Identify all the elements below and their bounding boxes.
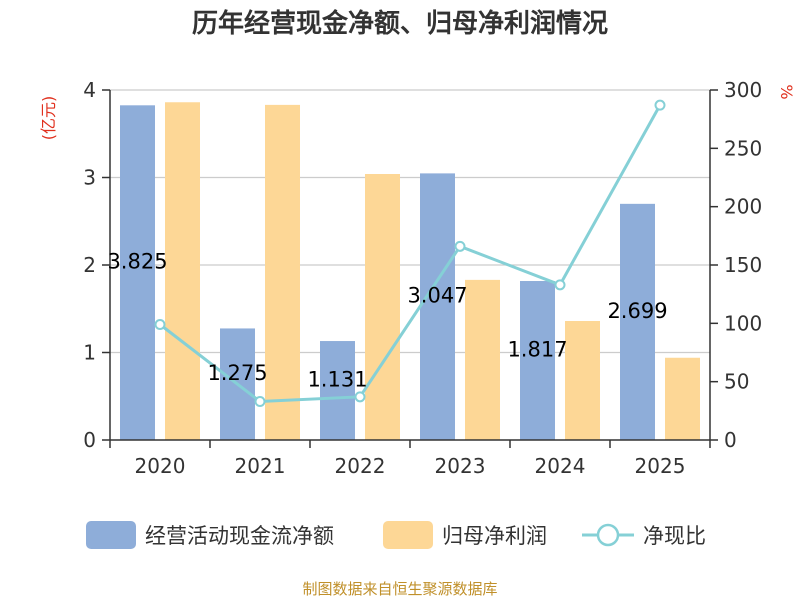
right-tick-label: 250 (724, 136, 762, 160)
bar-cashflow-2023[interactable] (420, 173, 455, 440)
ratio-point-2021[interactable] (254, 396, 266, 407)
legend-item-net-profit[interactable]: 归母净利润 (383, 521, 547, 549)
left-tick-label: 1 (83, 341, 96, 365)
ratio-point-2024[interactable] (554, 279, 566, 291)
legend: 经营活动现金流净额 归母净利润 净现比 (86, 521, 706, 549)
x-tick-label: 2020 (135, 454, 186, 478)
bar-net-profit-2025[interactable] (665, 357, 700, 440)
right-tick-label: 100 (724, 311, 762, 335)
left-axis-unit: (亿元) (39, 96, 58, 141)
x-tick-label: 2024 (535, 454, 586, 478)
legend-swatch-net-profit (383, 521, 433, 549)
x-tick-label: 2021 (235, 454, 286, 478)
data-label-cashflow-2025: 2.699 (607, 299, 667, 323)
x-tick-label: 2023 (435, 454, 486, 478)
right-tick-label: 200 (724, 195, 762, 219)
chart-title: 历年经营现金净额、归母净利润情况 (192, 8, 608, 39)
bars (120, 102, 700, 440)
legend-label-ratio: 净现比 (643, 524, 706, 548)
ratio-point-2023[interactable] (454, 240, 466, 252)
bar-net-profit-2024[interactable] (565, 321, 600, 440)
gridlines (110, 89, 710, 354)
x-tick-label: 2025 (635, 454, 686, 478)
bar-net-profit-2023[interactable] (465, 279, 500, 440)
bar-net-profit-2020[interactable] (165, 102, 200, 440)
bar-cashflow-2024[interactable] (520, 281, 555, 440)
data-label-cashflow-2021: 1.275 (207, 361, 267, 385)
ratio-line (154, 99, 666, 407)
right-axis-unit: % (777, 84, 796, 99)
left-tick-label: 0 (83, 428, 96, 452)
data-label-cashflow-2022: 1.131 (307, 368, 367, 392)
bar-net-profit-2022[interactable] (365, 174, 400, 440)
legend-marker-ratio (596, 523, 620, 547)
tick-labels: 0 1 2 3 4 0 50 100 150 200 250 300 2020 2021 2022 2023 2… (83, 78, 762, 478)
data-label-cashflow-2024: 1.817 (507, 338, 567, 362)
legend-label-net-profit: 归母净利润 (442, 524, 547, 548)
ratio-point-2022[interactable] (354, 391, 366, 403)
bar-net-profit-2021[interactable] (265, 104, 300, 440)
ratio-point-2025[interactable] (654, 99, 666, 111)
ratio-point-2020[interactable] (154, 319, 166, 330)
x-tick-label: 2022 (335, 454, 386, 478)
data-source: 制图数据来自恒生聚源数据库 (302, 580, 497, 598)
right-tick-label: 300 (724, 78, 762, 102)
data-label-cashflow-2023: 3.047 (407, 284, 467, 308)
bar-cashflow-2020[interactable] (120, 105, 155, 440)
bar-cashflow-2025[interactable] (620, 203, 655, 440)
left-tick-label: 2 (83, 253, 96, 277)
legend-swatch-cashflow (86, 521, 136, 549)
right-tick-label: 150 (724, 253, 762, 277)
right-tick-label: 50 (724, 370, 749, 394)
right-tick-label: 0 (724, 428, 737, 452)
left-tick-label: 3 (83, 166, 96, 190)
ratio-line-path (159, 104, 662, 404)
data-label-cashflow-2020: 3.825 (107, 250, 167, 274)
legend-item-cashflow[interactable]: 经营活动现金流净额 (86, 521, 334, 549)
legend-item-ratio[interactable]: 净现比 (582, 523, 706, 548)
data-labels: 3.825 1.275 1.131 3.047 1.817 2.699 (107, 250, 667, 392)
left-tick-label: 4 (83, 78, 96, 102)
legend-label-cashflow: 经营活动现金流净额 (145, 524, 334, 548)
bar-cashflow-2022[interactable] (320, 341, 355, 440)
